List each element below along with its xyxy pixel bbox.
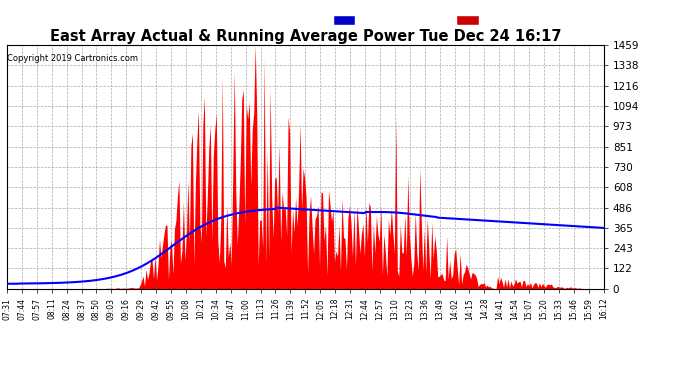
- Legend: Average  (DC Watts), East Array  (DC Watts): Average (DC Watts), East Array (DC Watts…: [333, 15, 593, 27]
- Text: Copyright 2019 Cartronics.com: Copyright 2019 Cartronics.com: [7, 54, 138, 63]
- Title: East Array Actual & Running Average Power Tue Dec 24 16:17: East Array Actual & Running Average Powe…: [50, 29, 561, 44]
